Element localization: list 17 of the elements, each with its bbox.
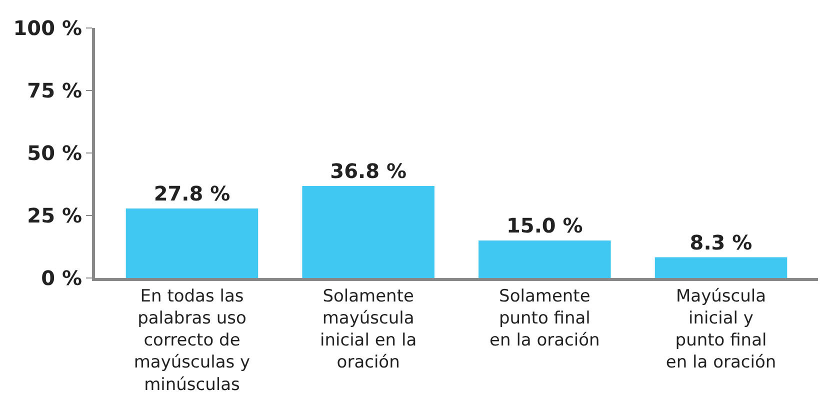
y-tick-label: 75 % (27, 78, 82, 102)
y-tick-label: 0 % (41, 266, 82, 290)
data-label: 27.8 % (154, 182, 230, 206)
bar (654, 257, 788, 278)
y-tick-label: 100 % (13, 16, 82, 40)
bar (478, 240, 611, 278)
y-tick-label: 25 % (27, 204, 82, 228)
data-label: 36.8 % (330, 159, 407, 183)
y-tick-label: 50 % (27, 141, 82, 165)
x-tick-label: Mayúscula inicial y punto final en la oración (666, 286, 776, 373)
x-tick-label: Solamente mayúscula inicial en la oración (320, 286, 417, 373)
x-tick-label: En todas las palabras uso correcto de mayúsculas y minúsculas (134, 286, 250, 395)
bar (302, 186, 434, 278)
data-label: 15.0 % (506, 214, 583, 238)
data-label: 8.3 % (690, 230, 752, 254)
x-tick-label: Solamente punto final en la oración (490, 286, 600, 351)
bar (126, 208, 258, 278)
